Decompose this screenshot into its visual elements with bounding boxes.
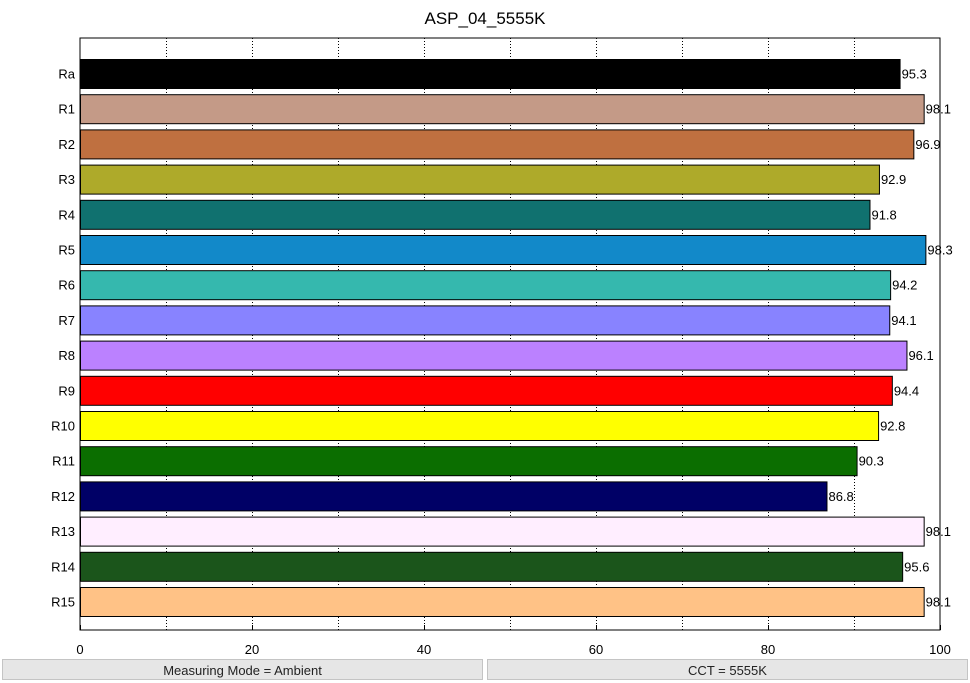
- value-label-r2: 96.9: [915, 137, 940, 152]
- chart-title: ASP_04_5555K: [425, 9, 547, 28]
- category-label-r5: R5: [58, 243, 75, 258]
- bar-r3: [80, 164, 880, 195]
- x-tick-label: 40: [417, 642, 431, 657]
- bar-r11: [80, 446, 858, 477]
- bar-r1: [80, 94, 925, 125]
- category-label-r7: R7: [58, 313, 75, 328]
- bar-r6: [80, 270, 892, 301]
- category-label-r15: R15: [51, 595, 75, 610]
- value-label-r5: 98.3: [927, 243, 952, 258]
- category-label-r11: R11: [52, 454, 75, 469]
- bars: [80, 59, 927, 617]
- bar-r4: [80, 199, 871, 230]
- bar-r9: [80, 375, 893, 406]
- value-label-r9: 94.4: [894, 383, 919, 398]
- bar-r10: [80, 411, 880, 441]
- value-label-r13: 98.1: [926, 524, 951, 539]
- value-labels: 95.3 98.1 96.9 92.9 91.8 98.3 94.2 94.1 96.1 94.4…: [828, 67, 952, 610]
- category-label-r14: R14: [51, 559, 75, 574]
- value-label-r15: 98.1: [926, 595, 951, 610]
- value-label-r12: 86.8: [828, 489, 853, 504]
- category-label-r10: R10: [51, 419, 75, 434]
- bar-r8: [80, 340, 908, 371]
- bar-r15: [80, 587, 925, 617]
- value-label-r4: 91.8: [871, 207, 896, 222]
- value-label-ra: 95.3: [902, 67, 927, 82]
- bar-r13: [80, 516, 925, 547]
- bar-r7: [80, 305, 891, 336]
- category-label-r2: R2: [58, 137, 75, 152]
- cct-status: CCT = 5555K: [487, 659, 968, 680]
- measuring-mode-status: Measuring Mode = Ambient: [2, 659, 483, 680]
- category-labels: Ra R1 R2 R3 R4 R5 R6 R7 R8 R9 R10 R11 R12 R13 R14 R15: [51, 67, 76, 610]
- value-label-r6: 94.2: [892, 278, 917, 293]
- x-tick-label: 100: [929, 642, 951, 657]
- bar-r2: [80, 129, 915, 160]
- x-tick-label: 0: [76, 642, 83, 657]
- x-tick-label: 80: [761, 642, 775, 657]
- category-label-r6: R6: [58, 278, 75, 293]
- value-label-r8: 96.1: [908, 348, 933, 363]
- value-label-r10: 92.8: [880, 419, 905, 434]
- category-label-r9: R9: [58, 383, 75, 398]
- category-label-ra: Ra: [58, 67, 75, 82]
- bar-r5: [80, 235, 927, 265]
- category-label-r13: R13: [51, 524, 75, 539]
- value-label-r3: 92.9: [881, 172, 906, 187]
- category-label-r1: R1: [58, 102, 75, 117]
- bar-ra: [80, 59, 901, 89]
- value-label-r11: 90.3: [859, 454, 884, 469]
- bar-r14: [80, 551, 904, 582]
- category-label-r8: R8: [58, 348, 75, 363]
- value-label-r14: 95.6: [904, 559, 929, 574]
- x-tick-label: 60: [589, 642, 603, 657]
- category-label-r3: R3: [58, 172, 75, 187]
- status-bar: Measuring Mode = Ambient CCT = 5555K: [0, 659, 970, 683]
- category-label-r12: R12: [51, 489, 75, 504]
- x-tick-label: 20: [245, 642, 259, 657]
- x-axis-ticks: 0 20 40 60 80 100: [76, 625, 951, 657]
- bar-r12: [80, 481, 828, 512]
- value-label-r7: 94.1: [891, 313, 916, 328]
- cri-bar-chart: ASP_04_5555K 95.3 98.1 96.9 92.9 91.8 98.3 94.…: [51, 9, 953, 657]
- value-label-r1: 98.1: [926, 102, 951, 117]
- category-label-r4: R4: [58, 207, 75, 222]
